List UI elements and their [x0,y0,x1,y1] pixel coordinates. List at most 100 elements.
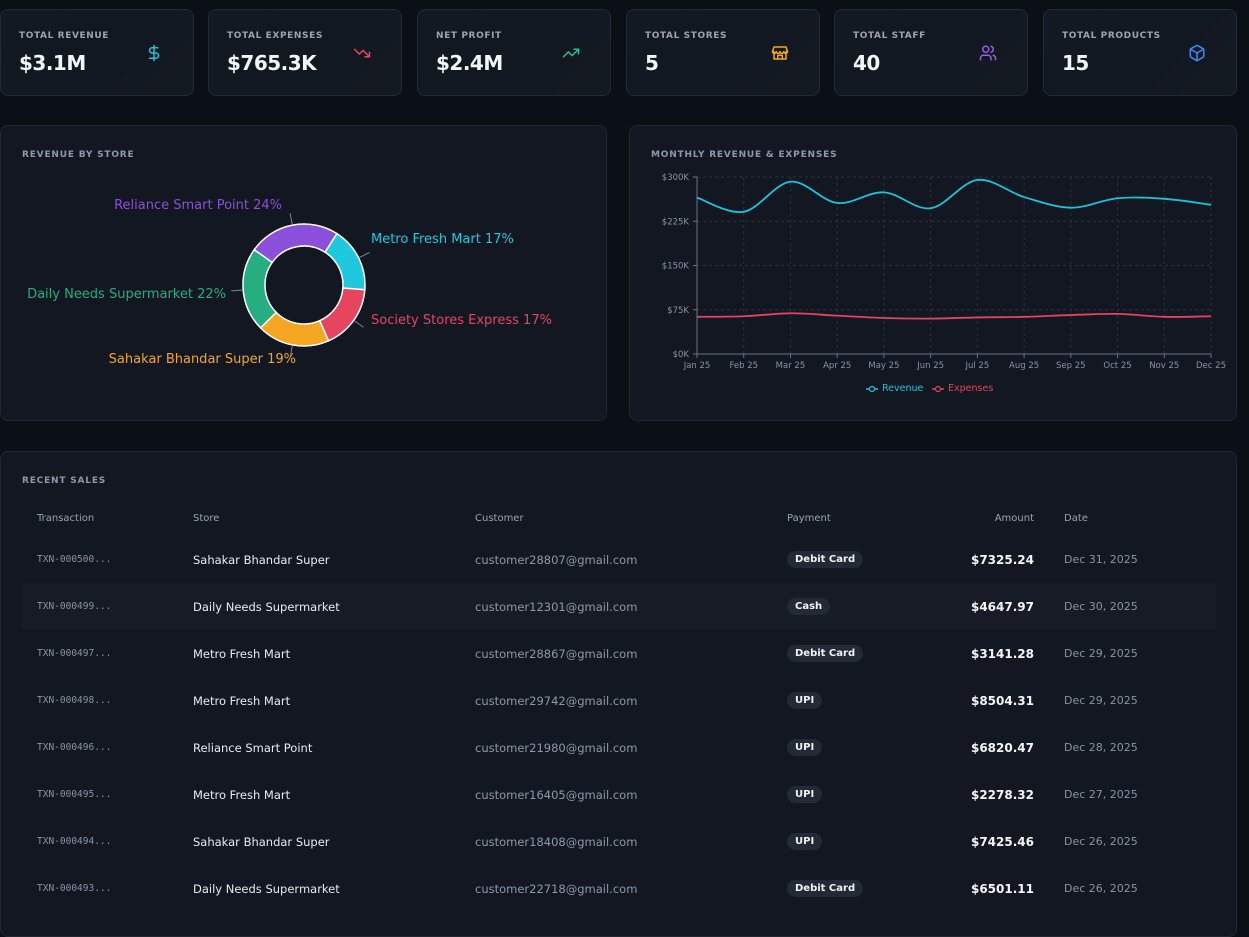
column-header-store[interactable]: Store [193,512,220,524]
panel-title: REVENUE BY STORE [22,150,135,160]
kpi-label: TOTAL REVENUE [19,31,110,41]
revenue-by-store-chart: Metro Fresh Mart 17% Society Stores Expre… [27,198,552,367]
sale-amount: $4647.97 [922,583,1049,630]
table-row[interactable]: TXN-000496... Reliance Smart Point custome… [22,724,1216,771]
trending-up-icon [562,44,580,62]
recent-sales-panel: RECENT SALES Transaction Store Customer … [0,451,1237,937]
pie-leader-line [359,252,370,258]
sale-amount: $6501.11 [970,881,1034,896]
kpi-card-total-expenses: TOTAL EXPENSES $765.3K [208,9,402,96]
table-row[interactable]: TXN-000500... Sahakar Bhandar Super custom… [22,536,1216,583]
pie-slice-label: Reliance Smart Point 24% [114,198,282,213]
y-tick-label: $225K [662,217,690,227]
column-header-payment[interactable]: Payment [787,512,831,524]
customer-email: customer12301@gmail.com [460,583,772,630]
x-tick-label: Aug 25 [1009,361,1039,371]
pie-slice[interactable] [318,287,366,342]
customer-email: customer28867@gmail.com [475,646,638,661]
y-tick-label: $0K [673,350,690,360]
payment-cell: UPI [772,677,922,724]
sale-date: Dec 28, 2025 [1064,741,1138,754]
store-name: Daily Needs Supermarket [178,583,460,630]
column-header-amount[interactable]: Amount [994,512,1034,524]
payment-badge: Cash [787,598,831,615]
customer-email: customer29742@gmail.com [475,693,638,708]
x-tick-label: Jun 25 [916,361,944,371]
transaction-id: TXN-000495... [37,789,112,800]
kpi-value: 15 [1062,51,1089,75]
monthly-revenue-expenses-chart: $0K $75K $150K $225K $300K Jan 25 Feb 25 Mar 25… [662,173,1226,394]
x-tick-label: Nov 25 [1149,361,1179,371]
sale-date: Dec 26, 2025 [1064,835,1138,848]
customer-email: customer22718@gmail.com [475,881,638,896]
legend-label[interactable]: Expenses [948,383,993,394]
sale-amount: $7425.46 [970,834,1034,849]
payment-cell: Cash [772,583,922,630]
pie-leader-line [231,289,243,292]
series-line-revenue[interactable] [696,179,1212,213]
sale-date: Dec 27, 2025 [1064,788,1138,801]
kpi-value: 5 [645,51,659,75]
series-line-expenses[interactable] [696,312,1212,320]
kpi-value: $2.4M [436,51,503,75]
x-tick-label: Oct 25 [1103,361,1131,371]
kpi-card-net-profit: NET PROFIT $2.4M [417,9,611,96]
sale-date: Dec 29, 2025 [1064,694,1138,707]
kpi-card-total-stores: TOTAL STORES 5 [626,9,820,96]
kpi-label: TOTAL STORES [645,31,728,41]
payment-badge: UPI [787,692,823,709]
monthly-revenue-expenses-panel: MONTHLY REVENUE & EXPENSES $0K $75K $150K $… [629,125,1237,421]
table-row[interactable]: TXN-000498... Metro Fresh Mart customer297… [22,677,1216,724]
x-tick-label: Sep 25 [1056,361,1086,371]
payment-badge: Debit Card [787,645,864,662]
store-name: Metro Fresh Mart [193,646,291,661]
customer-email: customer16405@gmail.com [475,787,638,802]
legend-marker-icon [868,385,876,393]
kpi-label: NET PROFIT [436,31,502,41]
users-icon [979,44,997,62]
pie-slice-label: Sahakar Bhandar Super 19% [109,352,296,367]
payment-cell: Debit Card [772,865,922,912]
column-header-date[interactable]: Date [1064,512,1088,524]
pie-leader-line [289,345,293,357]
kpi-value: $3.1M [19,51,86,75]
table-row[interactable]: TXN-000493... Daily Needs Supermarket cust… [22,865,1216,912]
payment-cell: Debit Card [772,630,922,677]
dollar-icon [145,44,163,62]
transaction-id: TXN-000497... [37,648,112,659]
column-header-customer[interactable]: Customer [475,512,524,524]
pie-slice[interactable] [253,223,338,264]
kpi-card-total-staff: TOTAL STAFF 40 [834,9,1028,96]
x-tick-label: Dec 25 [1196,361,1226,371]
sale-amount: $7325.24 [970,552,1034,567]
column-header-transaction[interactable]: Transaction [37,512,95,524]
payment-badge: UPI [787,739,823,756]
pie-leader-line [289,213,293,225]
payment-cell: UPI [772,724,922,771]
legend-label[interactable]: Revenue [882,383,924,394]
x-tick-label: May 25 [868,361,899,371]
sale-amount: $2278.32 [970,787,1034,802]
x-tick-label: Feb 25 [729,361,758,371]
table-row[interactable]: TXN-000499... Daily Needs Supermarket cust… [22,583,1216,630]
kpi-card-total-revenue: TOTAL REVENUE $3.1M [0,9,194,96]
table-row[interactable]: TXN-000495... Metro Fresh Mart customer164… [22,771,1216,818]
table-row[interactable]: TXN-000494... Sahakar Bhandar Super custom… [22,818,1216,865]
kpi-label: TOTAL STAFF [853,31,926,41]
payment-badge: UPI [787,833,823,850]
store-icon [771,44,789,62]
x-tick-label: Jan 25 [683,361,711,371]
customer-email: customer28807@gmail.com [475,552,638,567]
store-name: Reliance Smart Point [193,740,313,755]
sale-amount: $6820.47 [970,740,1034,755]
table-header-row: Transaction Store Customer Payment Amoun… [22,500,1216,536]
panel-title: RECENT SALES [22,476,107,486]
pie-slice-label: Daily Needs Supermarket 22% [27,287,226,302]
table-row[interactable]: TXN-000497... Metro Fresh Mart customer288… [22,630,1216,677]
x-tick-label: Mar 25 [776,361,806,371]
transaction-id: TXN-000498... [37,695,112,706]
y-tick-label: $150K [662,262,690,272]
transaction-id: TXN-000493... [37,883,112,894]
payment-badge: Debit Card [787,551,864,568]
kpi-label: TOTAL EXPENSES [227,31,323,41]
